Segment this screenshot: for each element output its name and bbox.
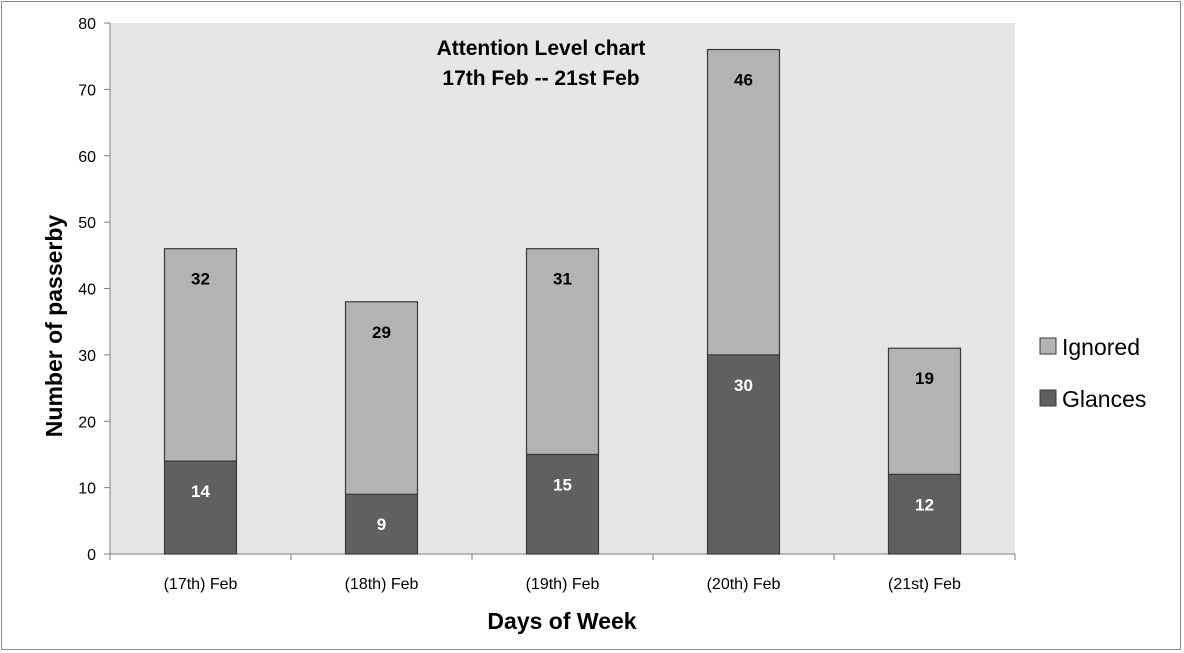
x-tick-label: (21st) Feb <box>888 576 961 593</box>
x-axis: (17th) Feb (18th) Feb (19th) Feb (20th) Feb… <box>109 553 1016 593</box>
legend-swatch <box>1039 337 1057 355</box>
x-tick-label: (17th) Feb <box>164 576 238 593</box>
legend: Ignored Glances <box>1039 334 1146 412</box>
bars-layer: 14 32 9 29 15 31 30 46 12 19 <box>163 48 962 555</box>
y-axis-title: Number of passerby <box>41 215 67 438</box>
data-label: 15 <box>553 475 572 494</box>
y-tick-label: 0 <box>87 547 96 564</box>
x-tick-label: (20th) Feb <box>707 576 781 593</box>
data-label: 31 <box>553 270 572 289</box>
data-label: 46 <box>734 71 753 90</box>
bar-glances <box>706 354 781 555</box>
data-label: 29 <box>372 323 391 342</box>
y-tick-label: 80 <box>78 16 96 33</box>
bar-ignored <box>706 48 781 356</box>
bar-glances <box>525 453 600 555</box>
bar-glances <box>344 493 419 555</box>
y-tick-label: 50 <box>78 215 96 232</box>
x-tick-label: (18th) Feb <box>345 576 419 593</box>
data-label: 32 <box>191 270 210 289</box>
bar-ignored <box>344 301 419 495</box>
data-label: 19 <box>915 369 934 388</box>
data-label: 12 <box>915 495 934 514</box>
legend-label: Glances <box>1062 386 1146 412</box>
bar-glances <box>163 460 238 555</box>
y-tick-label: 60 <box>78 149 96 166</box>
x-tick-label: (19th) Feb <box>526 576 600 593</box>
chart-title: Attention Level chart 17th Feb -- 21st Fe… <box>437 37 646 90</box>
y-axis: 0 10 20 30 40 50 60 70 80 <box>78 16 111 564</box>
data-label: 30 <box>734 376 753 395</box>
y-tick-label: 70 <box>78 82 96 99</box>
legend-swatch <box>1039 389 1057 407</box>
chart-title-line: Attention Level chart <box>437 37 646 60</box>
x-axis-title: Days of Week <box>487 608 636 634</box>
bar-glances <box>887 473 962 555</box>
y-tick-label: 30 <box>78 348 96 365</box>
legend-label: Ignored <box>1062 334 1140 360</box>
y-tick-label: 40 <box>78 282 96 299</box>
data-label: 14 <box>191 482 210 501</box>
data-label: 9 <box>377 515 386 534</box>
bar-ignored <box>887 347 962 475</box>
chart-title-line: 17th Feb -- 21st Feb <box>442 67 639 90</box>
bar-ignored <box>163 248 238 462</box>
y-tick-label: 20 <box>78 414 96 431</box>
y-tick-label: 10 <box>78 481 96 498</box>
bar-ignored <box>525 248 600 456</box>
